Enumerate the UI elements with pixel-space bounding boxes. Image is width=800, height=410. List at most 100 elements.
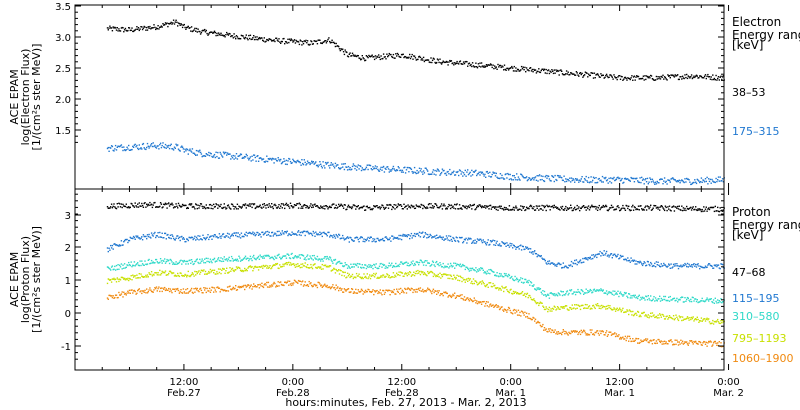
data-point: [455, 277, 457, 279]
data-point: [431, 263, 433, 266]
data-point: [237, 155, 239, 157]
data-point: [308, 267, 310, 269]
data-point: [333, 267, 335, 270]
data-point: [222, 207, 224, 210]
data-point: [128, 292, 130, 294]
data-point: [637, 261, 639, 263]
data-point: [512, 179, 515, 181]
data-point: [575, 179, 578, 181]
data-point: [481, 171, 484, 173]
data-point: [521, 175, 524, 177]
data-point: [464, 268, 466, 271]
data-point: [328, 286, 330, 288]
data-point: [277, 267, 279, 269]
data-point: [397, 166, 399, 168]
data-point: [614, 308, 616, 310]
data-point: [662, 183, 664, 185]
data-point: [703, 210, 706, 212]
data-point: [707, 298, 709, 301]
data-point: [132, 30, 135, 33]
data-point: [119, 145, 121, 148]
data-point: [199, 151, 202, 154]
data-point: [574, 262, 577, 265]
data-point: [301, 231, 303, 233]
data-point: [221, 260, 223, 263]
data-point: [447, 263, 449, 265]
data-point: [699, 320, 702, 322]
data-point: [713, 181, 716, 183]
data-point: [391, 169, 393, 171]
data-point: [463, 238, 466, 241]
data-point: [694, 208, 696, 211]
data-point: [414, 264, 417, 266]
data-point: [136, 206, 138, 208]
data-point: [419, 287, 422, 289]
data-point: [158, 236, 160, 238]
data-point: [504, 274, 506, 277]
data-point: [188, 27, 190, 29]
data-point: [382, 239, 385, 242]
data-point: [190, 30, 192, 32]
data-point: [315, 258, 318, 260]
data-point: [515, 179, 517, 181]
data-point: [670, 299, 672, 301]
data-point: [429, 206, 431, 209]
data-point: [403, 292, 405, 294]
data-point: [431, 272, 434, 274]
data-point: [197, 290, 199, 292]
data-point: [114, 26, 116, 29]
data-point: [642, 208, 645, 210]
data-point: [137, 262, 139, 264]
data-point: [668, 263, 670, 265]
data-point: [627, 310, 629, 312]
data-point: [545, 68, 547, 71]
data-point: [428, 235, 430, 238]
data-point: [553, 204, 555, 207]
data-point: [613, 253, 615, 256]
data-point: [360, 165, 362, 168]
data-point: [300, 207, 302, 209]
data-point: [164, 289, 167, 292]
data-point: [699, 301, 701, 303]
data-point: [420, 203, 422, 206]
data-point: [459, 275, 462, 277]
data-point: [112, 149, 114, 152]
data-point: [174, 206, 176, 208]
data-point: [243, 203, 245, 206]
data-point: [468, 238, 471, 240]
data-point: [499, 275, 502, 277]
data-point: [647, 261, 649, 263]
data-point: [298, 161, 301, 163]
data-point: [688, 76, 690, 78]
data-point: [493, 285, 495, 287]
data-point: [329, 287, 332, 290]
data-point: [706, 210, 708, 212]
data-point: [177, 237, 180, 240]
data-point: [665, 78, 667, 80]
data-point: [254, 285, 256, 287]
data-point: [423, 60, 426, 63]
data-point: [495, 208, 497, 211]
data-point: [304, 257, 306, 259]
data-point: [612, 78, 614, 80]
data-point: [242, 204, 244, 206]
data-point: [374, 241, 377, 243]
data-point: [612, 254, 614, 257]
data-point: [253, 266, 256, 268]
data-point: [408, 171, 410, 173]
data-point: [204, 238, 207, 241]
data-point: [478, 65, 480, 67]
data-point: [170, 271, 172, 274]
data-point: [155, 258, 158, 261]
data-point: [583, 292, 586, 294]
data-point: [308, 258, 310, 260]
data-point: [555, 206, 557, 208]
data-point: [597, 178, 600, 180]
data-point: [203, 155, 205, 157]
data-point: [623, 207, 626, 210]
data-point: [111, 207, 114, 209]
data-point: [628, 313, 630, 316]
data-point: [548, 297, 551, 299]
data-point: [222, 289, 224, 291]
data-point: [576, 178, 578, 180]
